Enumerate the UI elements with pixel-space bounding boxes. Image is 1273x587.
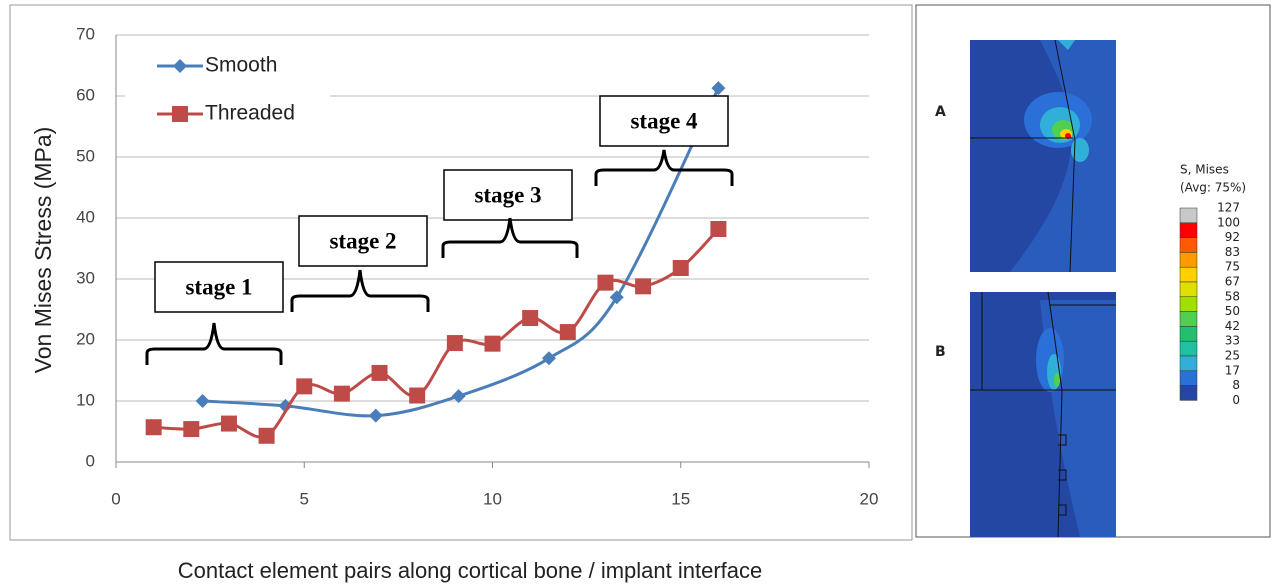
brace: [290, 269, 430, 312]
legend-title: S, Mises: [1180, 163, 1229, 177]
marker: [522, 310, 539, 327]
y-tick-label: 0: [86, 451, 95, 470]
marker: [183, 421, 200, 438]
legend-value: 92: [1225, 230, 1240, 244]
legend-swatch: [1179, 370, 1198, 386]
annotation: stage 3: [474, 182, 541, 207]
annotation-box: [154, 261, 284, 313]
annotation-box: [443, 169, 573, 221]
legend-swatch: [1179, 207, 1198, 224]
y-tick-label: 40: [76, 207, 95, 226]
marker: [145, 419, 162, 436]
legend-swatch: [1179, 222, 1198, 238]
legend-swatch: [1179, 326, 1198, 342]
x-tick-label: 20: [860, 489, 879, 508]
marker: [258, 427, 275, 444]
legend-value: 100: [1217, 215, 1240, 229]
marker: [446, 335, 463, 352]
legend-value: 58: [1225, 289, 1240, 303]
y-tick-label: 50: [76, 146, 95, 165]
brace: [441, 217, 579, 258]
annotation: stage 1: [185, 274, 252, 299]
marker: [609, 290, 624, 305]
panel-a: [970, 39, 1116, 273]
legend-swatch: [1179, 252, 1198, 268]
marker: [559, 324, 576, 341]
legend-value: 50: [1225, 304, 1240, 318]
legend-label: Smooth: [205, 54, 277, 77]
legend-label: Threaded: [205, 102, 295, 125]
y-tick-label: 10: [76, 390, 95, 409]
marker: [597, 274, 614, 291]
marker: [220, 415, 237, 432]
series-line: [153, 227, 720, 439]
x-tick-label: 5: [300, 489, 309, 508]
marker: [195, 394, 210, 408]
marker: [278, 398, 293, 413]
x-axis-label: Contact element pairs along cortical bon…: [178, 558, 763, 583]
marker: [371, 364, 388, 381]
marker: [333, 385, 350, 402]
legend-value: 127: [1217, 201, 1240, 215]
marker: [710, 220, 727, 237]
legend-swatch: [1179, 296, 1198, 312]
chart-border: [9, 4, 913, 541]
marker: [173, 59, 187, 73]
legend-value: 67: [1225, 275, 1240, 289]
legend-value: 42: [1225, 319, 1240, 333]
marker: [172, 106, 188, 122]
y-tick-label: 30: [76, 268, 95, 287]
annotation-box: [298, 215, 428, 267]
marker: [484, 335, 501, 352]
brace: [145, 322, 283, 365]
legend-swatch: [1179, 311, 1198, 327]
y-tick-label: 60: [76, 85, 95, 104]
legend-value: 83: [1225, 245, 1240, 259]
marker: [711, 81, 726, 96]
legend-value: 75: [1225, 260, 1240, 274]
marker: [368, 408, 383, 423]
y-axis-label: Von Mises Stress (MPa): [30, 127, 56, 374]
marker: [541, 351, 556, 366]
legend-swatch: [1179, 281, 1198, 298]
legend-subtitle: (Avg: 75%): [1180, 181, 1246, 195]
panel-label: A: [935, 104, 946, 120]
x-tick-label: 0: [111, 489, 120, 508]
legend-value: 33: [1225, 334, 1240, 348]
marker: [296, 378, 313, 395]
legend-swatch: [1179, 237, 1198, 253]
annotation-box: [599, 95, 729, 147]
panel-b: [970, 291, 1116, 538]
y-tick-label: 20: [76, 329, 95, 348]
x-tick-label: 15: [671, 489, 690, 508]
legend-swatch: [1179, 385, 1198, 401]
legend-value: 25: [1225, 349, 1240, 363]
legend-swatch: [1179, 266, 1198, 283]
marker: [451, 389, 466, 404]
legend-value: 8: [1232, 378, 1240, 392]
annotation: stage 2: [329, 228, 396, 253]
marker: [409, 387, 426, 404]
brace: [594, 149, 734, 186]
legend-swatch: [1179, 355, 1198, 372]
annotation: stage 4: [630, 108, 698, 133]
legend-value: 0: [1232, 393, 1240, 407]
panel-label: B: [935, 344, 946, 360]
x-tick-label: 10: [483, 489, 502, 508]
legend-box: [125, 42, 330, 142]
y-tick-label: 70: [76, 24, 95, 43]
legend-value: 17: [1225, 363, 1240, 377]
contour-figure: A B S, Mises (Avg: 75%) 1271009283756758…: [915, 4, 1271, 538]
marker: [635, 278, 652, 295]
legend-swatch: [1179, 340, 1198, 357]
marker: [672, 260, 689, 277]
